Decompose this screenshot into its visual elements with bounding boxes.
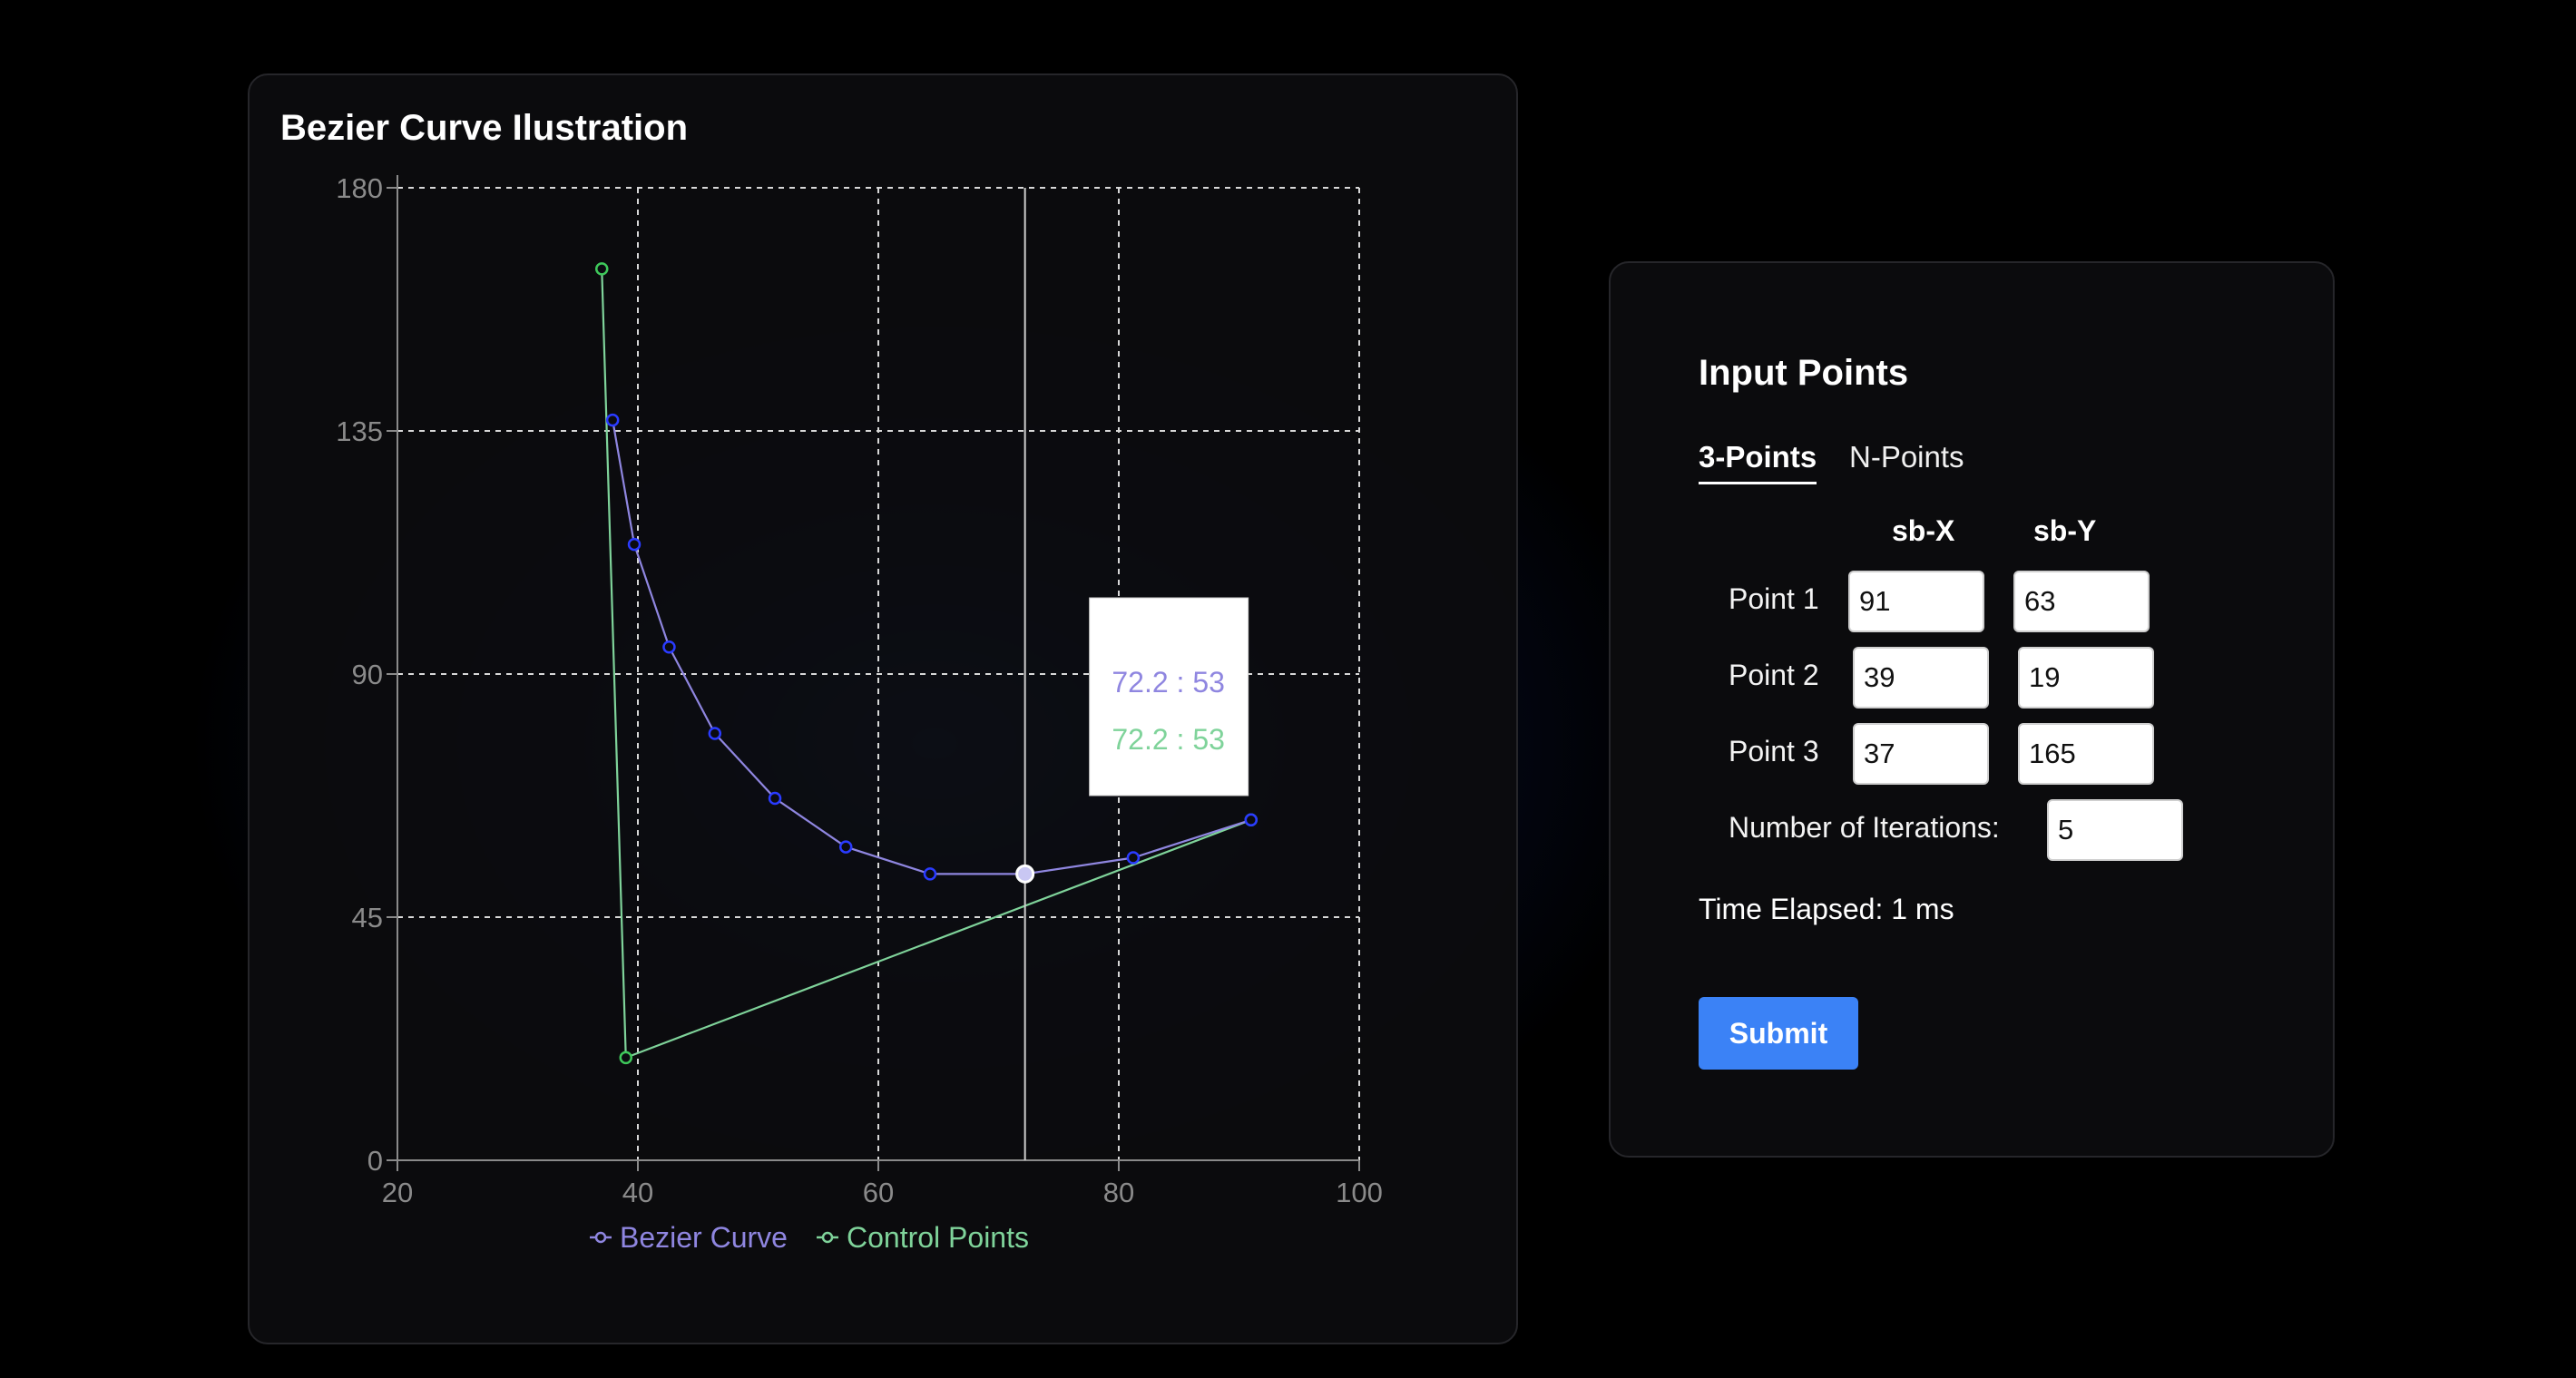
bezier-point[interactable] (1244, 813, 1258, 827)
chart-hover: 72.2 : 53 72.2 : 53 (1015, 188, 1249, 1160)
x-tick-label: 20 (382, 1177, 413, 1208)
bezier-point[interactable] (1126, 851, 1141, 865)
legend-item-control-points[interactable]: Control Points (847, 1221, 1029, 1254)
point-3-label: Point 3 (1729, 735, 1819, 767)
time-elapsed: Time Elapsed: 1 ms (1699, 893, 1954, 925)
chart-grid (397, 187, 1360, 1160)
hover-active-point (1015, 864, 1035, 884)
point-3-x-input[interactable] (1853, 723, 1989, 785)
y-tick-label: 180 (336, 172, 383, 204)
column-header-y: sb-Y (2033, 514, 2097, 547)
chart-title: Bezier Curve Ilustration (280, 108, 689, 148)
tab-n-points[interactable]: N-Points (1849, 440, 1964, 474)
legend-icon-marker (594, 1231, 607, 1244)
point-1-y-input[interactable] (2013, 571, 2150, 632)
iterations-label: Number of Iterations: (1729, 811, 2000, 844)
tooltip-box (1089, 597, 1249, 797)
x-tick-label: 80 (1103, 1177, 1134, 1208)
tooltip-control-value: 72.2 : 53 (1112, 723, 1225, 756)
point-1-label: Point 1 (1729, 582, 1819, 615)
bezier-point[interactable] (838, 840, 853, 854)
bezier-point[interactable] (708, 727, 722, 740)
control-point[interactable] (619, 1051, 632, 1065)
bezier-point[interactable] (605, 413, 620, 427)
y-tick-label: 45 (352, 902, 383, 933)
x-tick-label: 60 (863, 1177, 894, 1208)
x-tick-label: 100 (1336, 1177, 1383, 1208)
input-points-panel: Input Points 3-Points N-Points sb-X sb-Y… (1609, 261, 2335, 1158)
submit-button[interactable]: Submit (1699, 997, 1858, 1070)
bezier-point[interactable] (662, 640, 676, 654)
tab-3-points[interactable]: 3-Points (1699, 440, 1817, 484)
chart-card: Bezier Curve Ilustration 20 40 60 80 100 0 45 9… (248, 73, 1518, 1344)
x-tick-label: 40 (622, 1177, 653, 1208)
point-3-y-input[interactable] (2018, 723, 2154, 785)
column-header-x: sb-X (1892, 514, 1955, 547)
bezier-point[interactable] (923, 867, 937, 881)
point-2-label: Point 2 (1729, 659, 1819, 691)
panel-title: Input Points (1699, 353, 1909, 393)
point-2-x-input[interactable] (1853, 647, 1989, 709)
control-point[interactable] (595, 262, 609, 276)
y-tick-label: 135 (336, 415, 383, 447)
chart-legend[interactable]: Bezier Curve Control Points (590, 1221, 1029, 1254)
series-line-bezier-curve (612, 419, 1252, 875)
iterations-input[interactable] (2047, 799, 2183, 861)
y-tick-label: 0 (367, 1145, 383, 1177)
bezier-point[interactable] (627, 537, 642, 552)
tooltip-bezier-value: 72.2 : 53 (1112, 666, 1225, 699)
point-2-y-input[interactable] (2018, 647, 2154, 709)
legend-icon-marker (821, 1231, 834, 1244)
legend-item-bezier-curve[interactable]: Bezier Curve (620, 1221, 788, 1254)
point-1-x-input[interactable] (1848, 571, 1984, 632)
bezier-point[interactable] (768, 791, 782, 806)
y-tick-label: 90 (352, 659, 383, 690)
chart-axes: 20 40 60 80 100 0 45 90 135 180 (336, 172, 1383, 1208)
